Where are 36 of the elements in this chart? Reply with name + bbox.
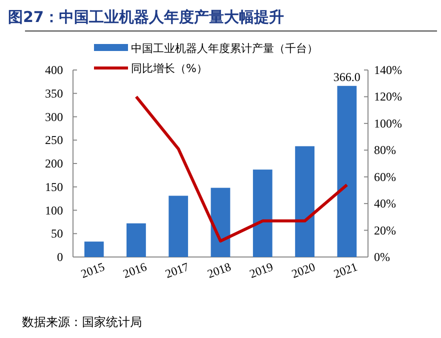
bar <box>126 223 146 257</box>
y-tick-label: 300 <box>45 110 63 124</box>
y-tick-label: 50 <box>51 226 63 241</box>
y-tick-label: 250 <box>45 133 63 148</box>
x-tick-label: 2021 <box>332 260 360 281</box>
legend-label: 同比增长（%） <box>131 62 208 75</box>
y-tick-label: 400 <box>45 63 63 77</box>
x-tick-label: 2019 <box>248 260 275 281</box>
chart-title: 图27：中国工业机器人年度产量大幅提升 <box>8 8 284 26</box>
x-tick-label: 2016 <box>121 260 149 281</box>
x-tick-label: 2017 <box>163 260 191 281</box>
source-note: 数据来源：国家统计局 <box>22 315 142 329</box>
y2-tick-label: 80% <box>374 143 396 158</box>
y2-tick-label: 140% <box>374 63 402 77</box>
x-tick-label: 2020 <box>290 260 318 281</box>
bar <box>252 170 272 257</box>
data-label: 366.0 <box>333 70 360 84</box>
bar <box>84 242 104 257</box>
y2-tick-label: 40% <box>374 196 396 211</box>
bar <box>337 86 357 257</box>
y-tick-label: 200 <box>45 156 63 170</box>
y2-tick-label: 60% <box>374 170 396 184</box>
y-tick-label: 150 <box>45 180 63 194</box>
bar <box>295 146 314 257</box>
y2-tick-label: 20% <box>374 223 396 238</box>
x-tick-label: 2015 <box>79 260 106 281</box>
y2-tick-label: 0% <box>374 250 390 264</box>
y-tick-label: 100 <box>45 203 63 218</box>
x-tick-label: 2018 <box>205 260 233 281</box>
y-tick-label: 0 <box>57 250 63 264</box>
y2-tick-label: 100% <box>374 116 402 130</box>
y-tick-label: 350 <box>45 86 63 100</box>
bar <box>210 188 230 257</box>
bar <box>168 196 188 257</box>
legend-label: 中国工业机器人年度累计产量（千台） <box>131 42 318 55</box>
y2-tick-label: 120% <box>374 90 402 104</box>
